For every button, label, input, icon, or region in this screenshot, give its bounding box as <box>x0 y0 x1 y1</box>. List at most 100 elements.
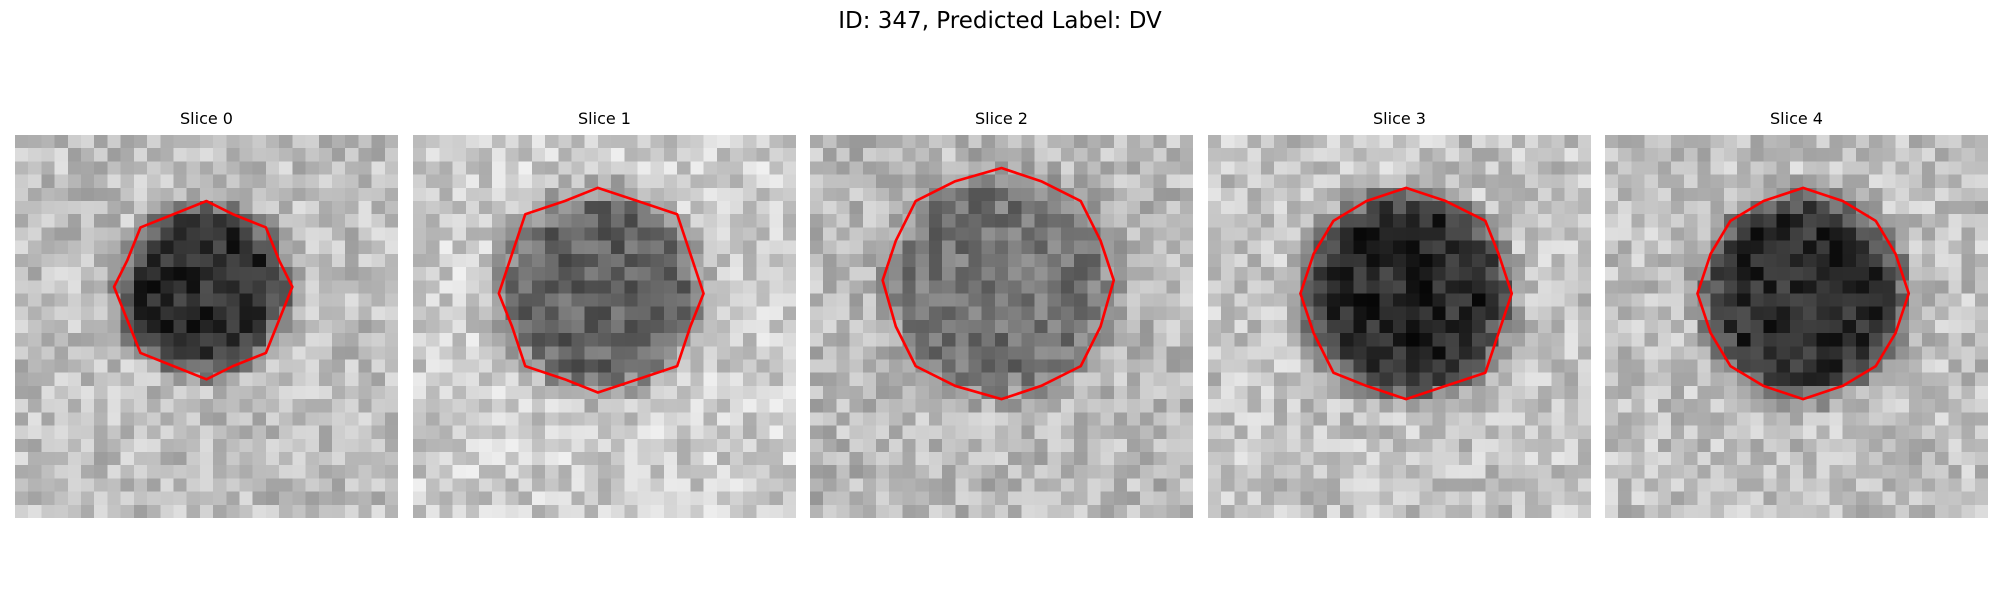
pixel <box>1379 306 1394 321</box>
pixel <box>650 161 665 175</box>
pixel <box>1060 425 1075 440</box>
pixel <box>810 465 824 479</box>
pixel <box>252 504 267 518</box>
pixel <box>1113 187 1128 202</box>
pixel <box>1684 465 1698 479</box>
pixel <box>1126 174 1141 189</box>
pixel <box>955 372 969 387</box>
pixel <box>1498 504 1513 518</box>
pixel <box>769 478 784 492</box>
pixel <box>1618 504 1632 518</box>
pixel <box>743 293 757 307</box>
pixel <box>915 280 930 294</box>
pixel <box>439 253 453 268</box>
pixel <box>1710 253 1725 268</box>
pixel <box>1458 227 1473 241</box>
pixel <box>756 253 770 268</box>
pixel <box>1074 280 1088 294</box>
pixel <box>1113 438 1128 453</box>
pixel <box>836 240 850 255</box>
pixel <box>1458 478 1473 492</box>
pixel <box>318 333 333 347</box>
pixel <box>571 174 585 189</box>
pixel <box>107 333 121 347</box>
pixel <box>1895 201 1910 215</box>
pixel <box>1803 227 1817 241</box>
pixel <box>1432 135 1446 149</box>
pixel <box>1789 253 1804 268</box>
pixel <box>1126 267 1141 281</box>
pixel <box>1869 346 1883 360</box>
pixel <box>1710 174 1725 189</box>
pixel <box>492 135 506 149</box>
pixel <box>413 306 427 321</box>
pixel <box>1882 201 1896 215</box>
pixel <box>1234 346 1248 360</box>
pixel <box>67 412 82 426</box>
pixel <box>729 267 744 281</box>
pixel <box>968 174 982 189</box>
pixel <box>239 161 253 175</box>
pixel <box>1538 385 1552 400</box>
pixel <box>1366 174 1380 189</box>
pixel <box>1723 465 1738 479</box>
pixel <box>1432 478 1446 492</box>
pixel <box>1974 253 1988 268</box>
pixel <box>1445 240 1460 255</box>
pixel <box>439 346 453 360</box>
pixel <box>186 319 201 334</box>
pixel <box>331 174 346 189</box>
pixel <box>279 253 293 268</box>
pixel <box>981 359 996 373</box>
pixel <box>1419 214 1433 228</box>
pixel <box>650 372 665 387</box>
pixel <box>836 346 850 360</box>
pixel <box>1895 425 1910 440</box>
pixel <box>1074 319 1088 334</box>
pixel <box>1300 385 1314 400</box>
pixel <box>1524 253 1539 268</box>
pixel <box>1921 451 1936 466</box>
pixel <box>81 451 95 466</box>
pixel <box>371 372 386 387</box>
pixel <box>492 201 506 215</box>
pixel <box>265 148 280 162</box>
pixel <box>769 451 784 466</box>
pixel <box>1684 253 1698 268</box>
pixel <box>1126 227 1141 241</box>
pixel <box>279 504 293 518</box>
pixel <box>1140 504 1154 518</box>
pixel <box>479 174 493 189</box>
pixel <box>1034 478 1048 492</box>
pixel <box>968 280 982 294</box>
pixel <box>637 253 651 268</box>
pixel <box>160 227 174 241</box>
pixel <box>889 451 903 466</box>
pixel <box>1406 504 1420 518</box>
pixel <box>1340 174 1354 189</box>
pixel <box>876 319 890 334</box>
pixel <box>968 148 982 162</box>
pixel <box>1274 346 1288 360</box>
pixel <box>1087 438 1101 453</box>
pixel <box>994 491 1009 506</box>
pixel <box>558 465 572 479</box>
pixel <box>292 148 306 162</box>
pixel <box>955 240 969 255</box>
pixel <box>1353 187 1367 202</box>
pixel <box>345 280 359 294</box>
pixel <box>1855 135 1870 149</box>
pixel <box>968 412 982 426</box>
pixel <box>1498 135 1513 149</box>
pixel <box>584 465 599 479</box>
pixel <box>265 187 280 202</box>
pixel <box>1432 306 1446 321</box>
pixel <box>384 135 398 149</box>
pixel <box>650 333 665 347</box>
pixel <box>1379 465 1394 479</box>
pixel <box>1247 425 1262 440</box>
pixel <box>810 240 824 255</box>
pixel <box>1961 174 1976 189</box>
pixel <box>1060 491 1075 506</box>
pixel <box>1511 372 1526 387</box>
